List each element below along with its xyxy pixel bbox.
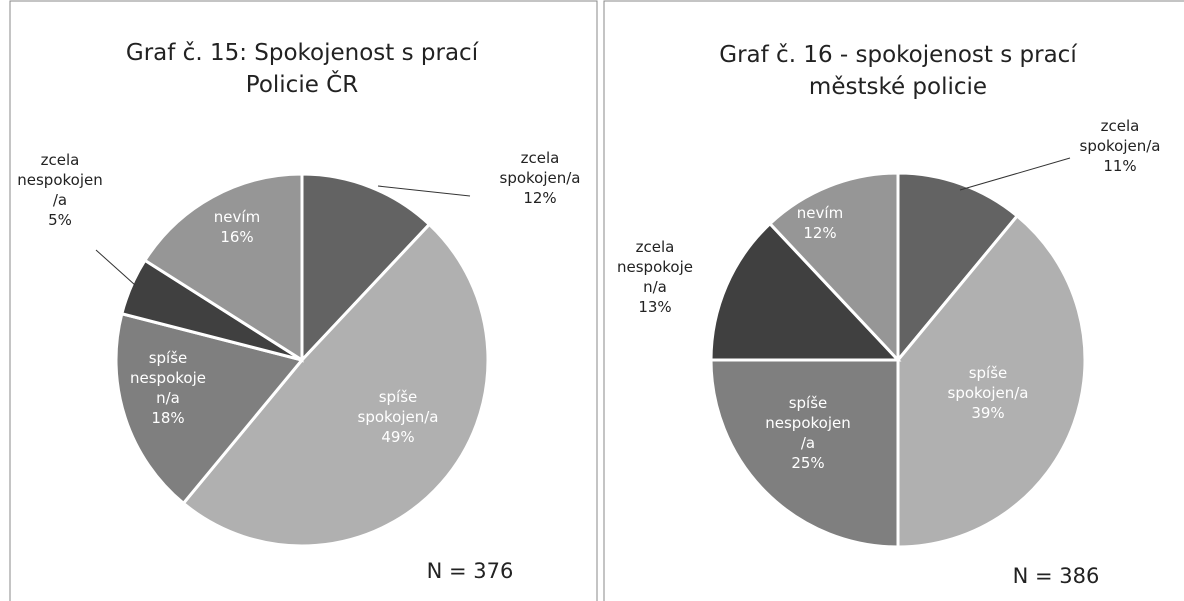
slice-label: spíše spokojen/a — [358, 388, 439, 426]
pie-slice — [709, 358, 900, 549]
slice-label: zcela spokojen/a — [500, 149, 581, 187]
pie-slice — [181, 222, 490, 548]
chart-title: Graf č. 15: Spokojenost s prací Policie Č… — [126, 40, 479, 98]
chart-title: Graf č. 16 - spokojenost s prací městské … — [719, 42, 1077, 100]
slice-label: spíše spokojen/a — [948, 364, 1029, 402]
leader-line — [959, 157, 1071, 191]
value-label: 16% — [220, 228, 253, 246]
leader-line — [95, 249, 136, 286]
slice-label: zcela spokojen/a — [1080, 117, 1161, 155]
slice-label: nevím — [214, 208, 260, 226]
value-label: 5% — [48, 211, 72, 229]
value-label: 25% — [791, 454, 824, 472]
annotation: N = 376 — [427, 559, 514, 583]
value-label: 49% — [381, 428, 414, 446]
pie-slice — [896, 171, 1020, 365]
leader-line — [377, 185, 471, 197]
value-label: 12% — [803, 224, 836, 242]
value-label: 39% — [971, 404, 1004, 422]
annotation: N = 386 — [1013, 564, 1100, 588]
pie-slice — [767, 171, 900, 364]
value-label: 18% — [151, 409, 184, 427]
pie-slice — [300, 172, 432, 364]
pie-slice — [142, 172, 304, 363]
value-label: 11% — [1103, 157, 1136, 175]
pie-slice — [114, 311, 305, 506]
slice-label: nevím — [797, 204, 843, 222]
pie-slice — [896, 213, 1087, 549]
value-label: 12% — [523, 189, 556, 207]
pie-slice — [709, 221, 902, 362]
value-label: 13% — [638, 298, 671, 316]
